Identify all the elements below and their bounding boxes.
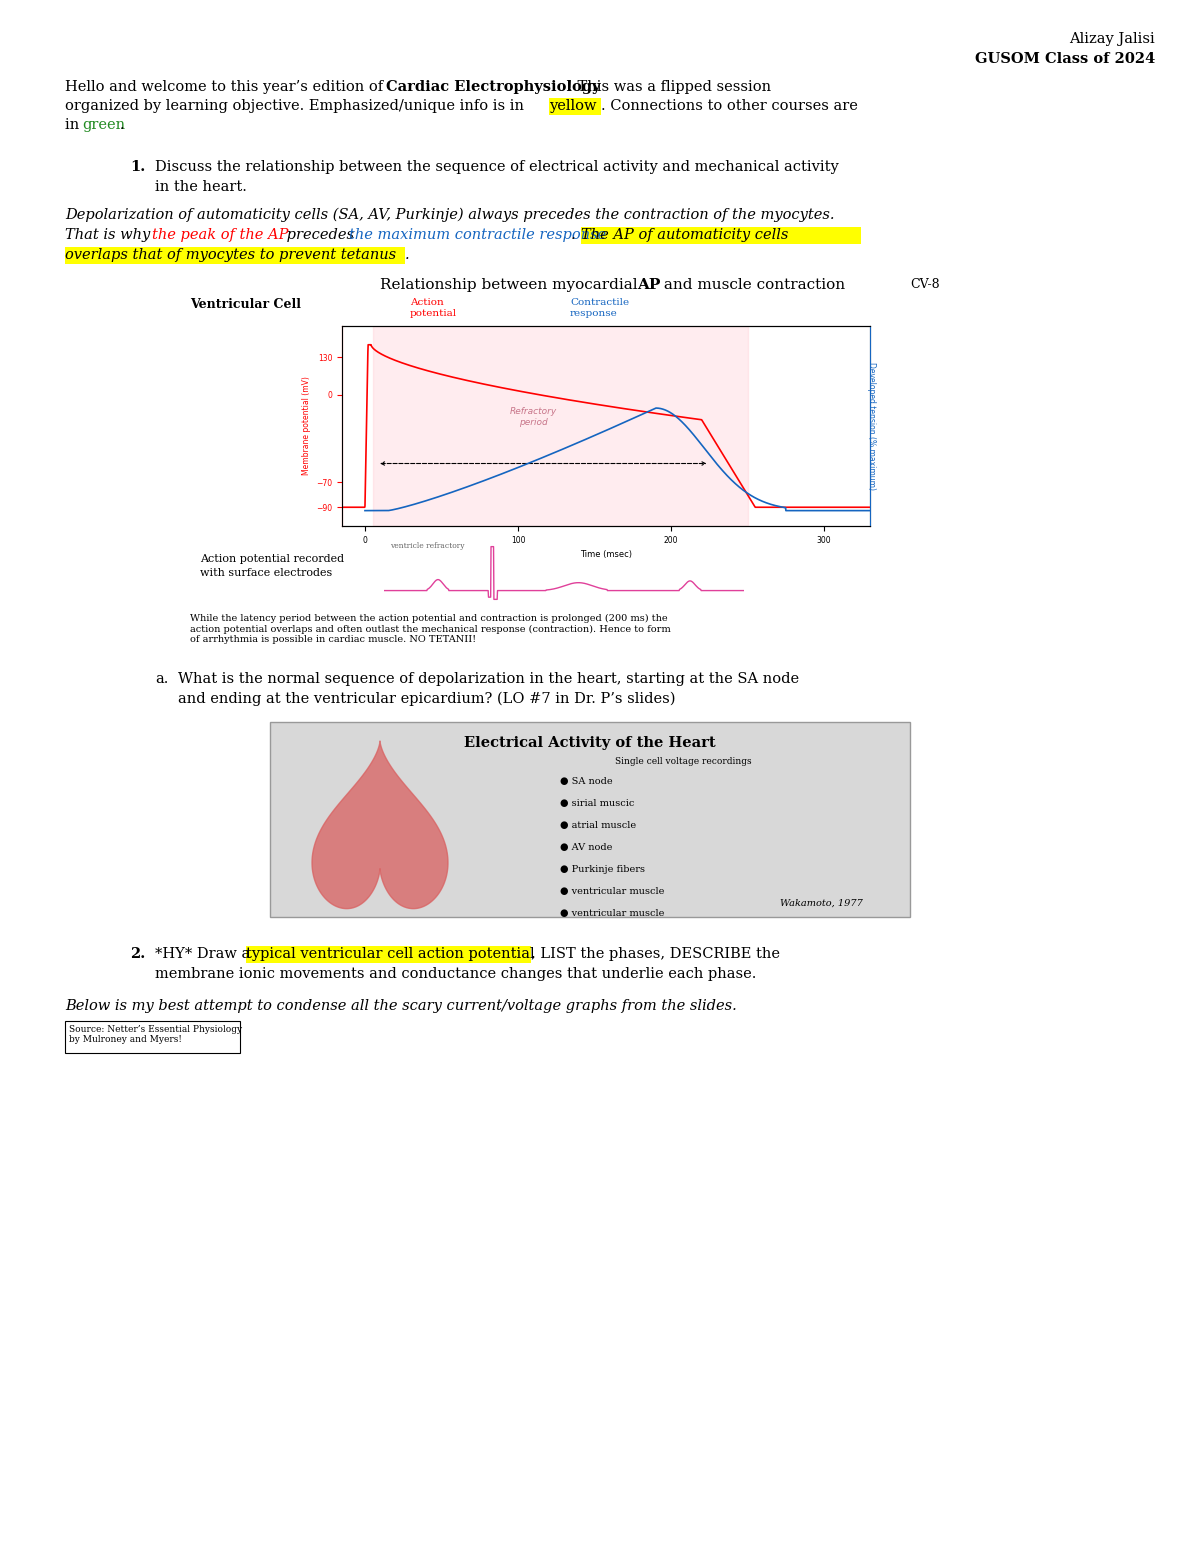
Text: in the heart.: in the heart. <box>155 180 247 194</box>
Text: That is why: That is why <box>65 228 155 242</box>
Text: in: in <box>65 118 84 132</box>
Text: , LIST the phases, DESCRIBE the: , LIST the phases, DESCRIBE the <box>530 947 780 961</box>
Text: Relationship between myocardial: Relationship between myocardial <box>380 278 642 292</box>
Text: Contractile: Contractile <box>570 298 629 307</box>
Polygon shape <box>312 741 448 909</box>
Text: Action potential recorded: Action potential recorded <box>200 554 344 564</box>
Text: overlaps that of myocytes to prevent tetanus: overlaps that of myocytes to prevent tet… <box>65 248 396 262</box>
Text: and muscle contraction: and muscle contraction <box>659 278 845 292</box>
Text: *HY* Draw a: *HY* Draw a <box>155 947 254 961</box>
Text: .: . <box>406 248 409 262</box>
Bar <box>270 722 910 916</box>
Text: AP: AP <box>637 278 660 292</box>
Text: ● SA node: ● SA node <box>560 776 613 786</box>
Text: ● sirial muscic: ● sirial muscic <box>560 798 635 808</box>
Text: Electrical Activity of the Heart: Electrical Activity of the Heart <box>464 736 716 750</box>
Text: . Connections to other courses are: . Connections to other courses are <box>601 99 858 113</box>
Text: organized by learning objective. Emphasized/unique info is in: organized by learning objective. Emphasi… <box>65 99 529 113</box>
Text: and ending at the ventricular epicardium? (LO #7 in Dr. P’s slides): and ending at the ventricular epicardium… <box>178 693 676 707</box>
Text: ● ventricular muscle: ● ventricular muscle <box>560 887 665 896</box>
Text: ● ventricular muscle: ● ventricular muscle <box>560 909 665 918</box>
Text: GUSOM Class of 2024: GUSOM Class of 2024 <box>974 51 1154 65</box>
Text: Depolarization of automaticity cells (SA, AV, Purkinje) always precedes the cont: Depolarization of automaticity cells (SA… <box>65 208 834 222</box>
Text: 2.: 2. <box>130 947 145 961</box>
Bar <box>581 227 862 244</box>
Text: Wakamoto, 1977: Wakamoto, 1977 <box>780 899 863 909</box>
Bar <box>550 98 601 115</box>
Text: While the latency period between the action potential and contraction is prolong: While the latency period between the act… <box>190 613 671 644</box>
Text: 1.: 1. <box>130 160 145 174</box>
Text: CV-8: CV-8 <box>910 278 940 290</box>
Text: Refractory
period: Refractory period <box>510 407 557 427</box>
Text: with surface electrodes: with surface electrodes <box>200 568 332 578</box>
Text: Source: Netter’s Essential Physiology
by Mulroney and Myers!: Source: Netter’s Essential Physiology by… <box>70 1025 242 1045</box>
Text: the peak of the AP: the peak of the AP <box>152 228 288 242</box>
Text: Cardiac Electrophysiology: Cardiac Electrophysiology <box>386 81 600 95</box>
Text: Discuss the relationship between the sequence of electrical activity and mechani: Discuss the relationship between the seq… <box>155 160 839 174</box>
Text: Single cell voltage recordings: Single cell voltage recordings <box>616 756 751 766</box>
Bar <box>373 326 748 526</box>
Text: potential: potential <box>410 309 457 318</box>
Bar <box>65 247 406 264</box>
Text: ● atrial muscle: ● atrial muscle <box>560 822 636 829</box>
Y-axis label: Membrane potential (mV): Membrane potential (mV) <box>301 376 311 475</box>
Text: ! This was a flipped session: ! This was a flipped session <box>568 81 772 95</box>
Text: ● Purkinje fibers: ● Purkinje fibers <box>560 865 646 874</box>
Text: the maximum contractile response: the maximum contractile response <box>349 228 606 242</box>
X-axis label: Time (msec): Time (msec) <box>580 550 632 559</box>
Text: precedes: precedes <box>282 228 359 242</box>
Text: What is the normal sequence of depolarization in the heart, starting at the SA n: What is the normal sequence of depolariz… <box>178 672 799 686</box>
Text: Alizay Jalisi: Alizay Jalisi <box>1069 33 1154 47</box>
Text: Hello and welcome to this year’s edition of: Hello and welcome to this year’s edition… <box>65 81 388 95</box>
Text: typical ventricular cell action potential: typical ventricular cell action potentia… <box>246 947 535 961</box>
Text: a.: a. <box>155 672 168 686</box>
Text: .: . <box>120 118 125 132</box>
Text: Below is my best attempt to condense all the scary current/voltage graphs from t: Below is my best attempt to condense all… <box>65 999 737 1013</box>
Text: Ventricular Cell: Ventricular Cell <box>190 298 301 311</box>
Text: response: response <box>570 309 618 318</box>
Text: ● AV node: ● AV node <box>560 843 612 853</box>
Y-axis label: Developed tension (% maximum): Developed tension (% maximum) <box>866 362 876 491</box>
Bar <box>65 1020 240 1053</box>
Text: .: . <box>571 228 581 242</box>
Text: ventricle refractory: ventricle refractory <box>390 542 464 550</box>
Text: The AP of automaticity cells: The AP of automaticity cells <box>581 228 788 242</box>
Text: Action: Action <box>410 298 444 307</box>
Text: membrane ionic movements and conductance changes that underlie each phase.: membrane ionic movements and conductance… <box>155 968 756 981</box>
Text: yellow: yellow <box>550 99 596 113</box>
Text: green: green <box>82 118 125 132</box>
Bar <box>246 946 530 963</box>
